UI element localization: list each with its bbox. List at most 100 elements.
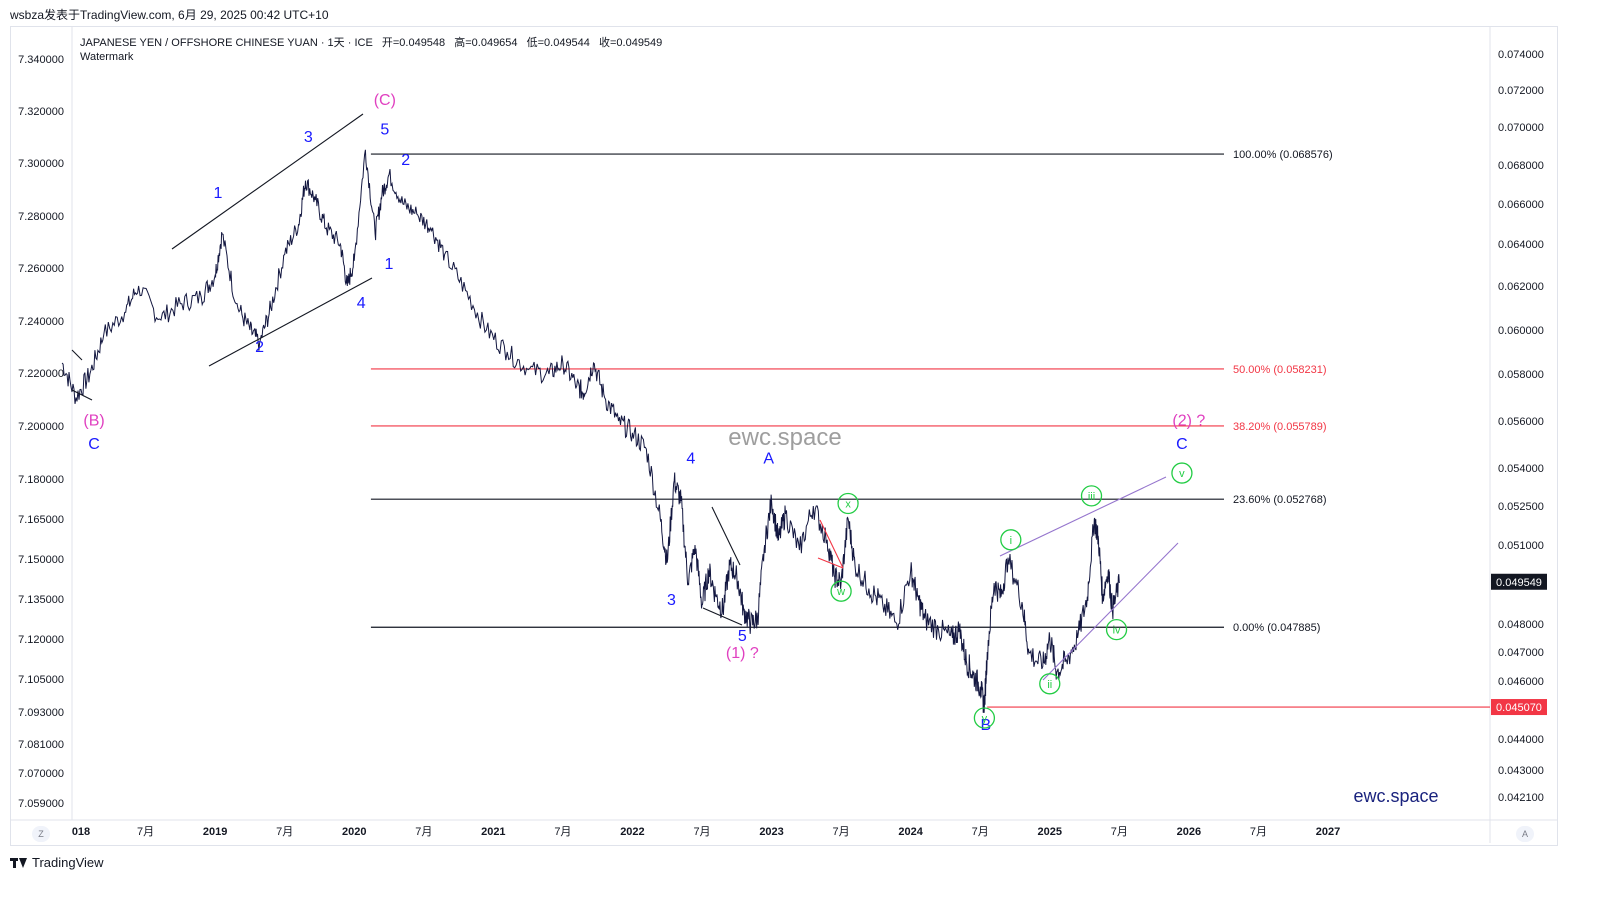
right-axis-tick-label: 0.052500 (1498, 501, 1544, 513)
left-axis-tick-label: 7.093000 (18, 707, 64, 719)
fib-level-label: 0.00% (0.047885) (1233, 622, 1320, 634)
right-axis-tick-label: 0.066000 (1498, 199, 1544, 211)
wave-label: 3 (667, 592, 676, 609)
left-axis-tick-label: 7.180000 (18, 474, 64, 486)
circled-wave-marker (973, 707, 996, 729)
wave-label: (C) (374, 92, 396, 109)
footer-brand-label: TradingView (32, 855, 104, 870)
x-axis-tick-label: 7月 (693, 826, 710, 838)
right-axis-tick-label: 0.044000 (1498, 734, 1544, 746)
circled-wave-label: w (836, 586, 845, 598)
left-axis-tick-label: 7.280000 (18, 211, 64, 223)
left-axis-tick-label: 7.320000 (18, 106, 64, 118)
left-axis-tick-label: 7.300000 (18, 158, 64, 170)
wave-label: A (763, 450, 774, 467)
right-axis-tick-label: 0.070000 (1498, 122, 1544, 134)
wave-label: 3 (304, 129, 313, 146)
left-axis-tick-label: 7.150000 (18, 554, 64, 566)
left-axis-tick-label: 7.105000 (18, 674, 64, 686)
wave-label: 5 (738, 628, 747, 645)
left-axis-tick-label: 7.120000 (18, 634, 64, 646)
channel-lower-line (208, 277, 373, 367)
current-price-badge-label: 0.049549 (1496, 577, 1542, 589)
wave-label: C (1176, 436, 1188, 453)
fib-level-label: 38.20% (0.055789) (1233, 421, 1327, 433)
right-axis-tick-label: 0.068000 (1498, 160, 1544, 172)
left-axis-tick-label: 7.200000 (18, 421, 64, 433)
wave-label: 2 (401, 152, 410, 169)
zoom-button[interactable]: Z (32, 826, 50, 842)
x-axis-tick-label: 7月 (972, 826, 989, 838)
symbol-header: JAPANESE YEN / OFFSHORE CHINESE YUAN · 1… (80, 34, 668, 50)
wave-label: B (980, 717, 991, 734)
right-axis-tick-label: 0.062000 (1498, 281, 1544, 293)
tradingview-logo-icon (10, 857, 28, 868)
wedge-lower-line (702, 607, 743, 626)
circled-wave-marker (837, 492, 859, 515)
left-axis-tick-label: 7.081000 (18, 739, 64, 751)
wave-label: 1 (385, 256, 394, 273)
left-axis-tick-label: 7.240000 (18, 316, 64, 328)
circled-wave-label: i (1010, 535, 1012, 547)
left-axis-tick-label: 7.135000 (18, 594, 64, 606)
circled-wave-label: iv (1113, 625, 1121, 637)
price-series-line (61, 149, 1120, 713)
circled-wave-marker (1171, 462, 1193, 484)
open-value: 开=0.049548 (381, 37, 446, 49)
circled-wave-label: ii (1047, 679, 1052, 691)
circled-wave-label: y (982, 713, 988, 725)
wave-label: 2 (255, 339, 264, 356)
wave-label: 1 (213, 185, 222, 202)
auto-scale-button[interactable]: A (1516, 826, 1534, 842)
right-axis-tick-label: 0.060000 (1498, 325, 1544, 337)
low-value: 低=0.049544 (526, 37, 590, 49)
x-axis-tick-label: 7月 (554, 826, 571, 838)
center-brand-watermark: ewc.space (728, 424, 841, 451)
left-axis-tick-label: 7.340000 (18, 54, 64, 66)
right-axis-tick-label: 0.042100 (1498, 792, 1544, 804)
wave-label: 4 (686, 450, 695, 467)
watermark-label: Watermark (80, 51, 134, 63)
channel-left-upper (71, 349, 83, 361)
x-axis-tick-label: 7月 (137, 826, 154, 838)
x-axis-tick-label: 018 (72, 826, 90, 838)
x-axis-tick-label: 2023 (759, 826, 783, 838)
circled-wave-marker (1039, 673, 1061, 695)
publish-info: wsbza发表于TradingView.com, 6月 29, 2025 00:… (10, 8, 329, 22)
left-axis-tick-label: 7.070000 (18, 768, 64, 780)
chart-frame (10, 26, 1558, 846)
right-axis-tick-label: 0.056000 (1498, 416, 1544, 428)
red-wedge-upper (819, 519, 844, 569)
footer-brand[interactable]: TradingView (10, 855, 104, 870)
wave-label: (2) ? (1172, 413, 1205, 430)
wave-label: C (88, 436, 100, 453)
circled-wave-marker (830, 580, 852, 602)
right-axis-tick-label: 0.043000 (1498, 765, 1544, 777)
x-axis-tick-label: 7月 (833, 826, 850, 838)
x-axis-tick-label: 2025 (1038, 826, 1062, 838)
low-level-badge-label: 0.045070 (1496, 702, 1542, 714)
purple-channel-upper (999, 476, 1167, 557)
x-axis-tick-label: 2026 (1177, 826, 1201, 838)
right-axis-tick-label: 0.048000 (1498, 619, 1544, 631)
current-price-badge (1491, 573, 1547, 590)
low-level-badge (1491, 699, 1547, 716)
x-axis-tick-label: 7月 (1250, 826, 1267, 838)
right-axis-tick-label: 0.046000 (1498, 676, 1544, 688)
right-axis-tick-label: 0.054000 (1498, 463, 1544, 475)
wave-label: 4 (357, 295, 366, 312)
x-axis-tick-label: 2022 (620, 826, 644, 838)
wave-label: (1) ? (726, 645, 759, 662)
x-axis-tick-label: 2027 (1316, 826, 1340, 838)
left-axis-tick-label: 7.260000 (18, 263, 64, 275)
fib-level-label: 50.00% (0.058231) (1233, 364, 1327, 376)
fib-level-label: 100.00% (0.068576) (1233, 149, 1333, 161)
circled-wave-marker (1105, 618, 1128, 641)
fib-level-label: 23.60% (0.052768) (1233, 494, 1327, 506)
left-axis-tick-label: 7.220000 (18, 368, 64, 380)
wave-label: (B) (83, 413, 104, 430)
channel-upper-line (171, 113, 364, 250)
purple-channel-lower (1042, 542, 1179, 681)
left-axis-tick-label: 7.165000 (18, 514, 64, 526)
